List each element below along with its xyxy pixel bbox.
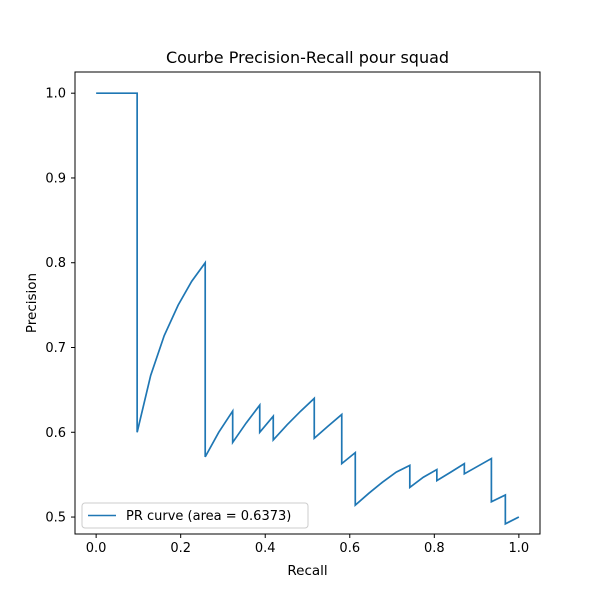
y-tick-label: 0.9 — [45, 171, 66, 186]
y-tick-label: 1.0 — [45, 87, 66, 102]
y-axis: 0.5 0.6 0.7 0.8 0.9 1.0 — [45, 87, 75, 526]
x-tick-label: 1.0 — [509, 541, 530, 556]
pr-curve-line — [96, 92, 520, 526]
y-tick-label: 0.8 — [45, 256, 66, 271]
y-tick-label: 0.5 — [45, 511, 66, 526]
x-axis-label: Recall — [287, 563, 327, 579]
x-tick-label: 0.2 — [170, 541, 191, 556]
chart-title: Courbe Precision-Recall pour squad — [166, 48, 449, 67]
legend-entry-label: PR curve (area = 0.6373) — [126, 509, 291, 524]
x-tick-label: 0.8 — [424, 541, 445, 556]
plot-area — [75, 72, 540, 534]
y-axis-label: Precision — [24, 273, 40, 333]
x-tick-label: 0.6 — [339, 541, 360, 556]
series-layer — [96, 92, 520, 526]
x-tick-label: 0.0 — [86, 541, 107, 556]
legend: PR curve (area = 0.6373) — [81, 502, 309, 529]
legend-box — [81, 502, 309, 529]
x-tick-label: 0.4 — [255, 541, 276, 556]
plot-frame — [74, 71, 541, 535]
y-tick-label: 0.7 — [45, 341, 66, 356]
y-tick-label: 0.6 — [45, 426, 66, 441]
x-axis: 0.0 0.2 0.4 0.6 0.8 1.0 — [86, 534, 529, 556]
